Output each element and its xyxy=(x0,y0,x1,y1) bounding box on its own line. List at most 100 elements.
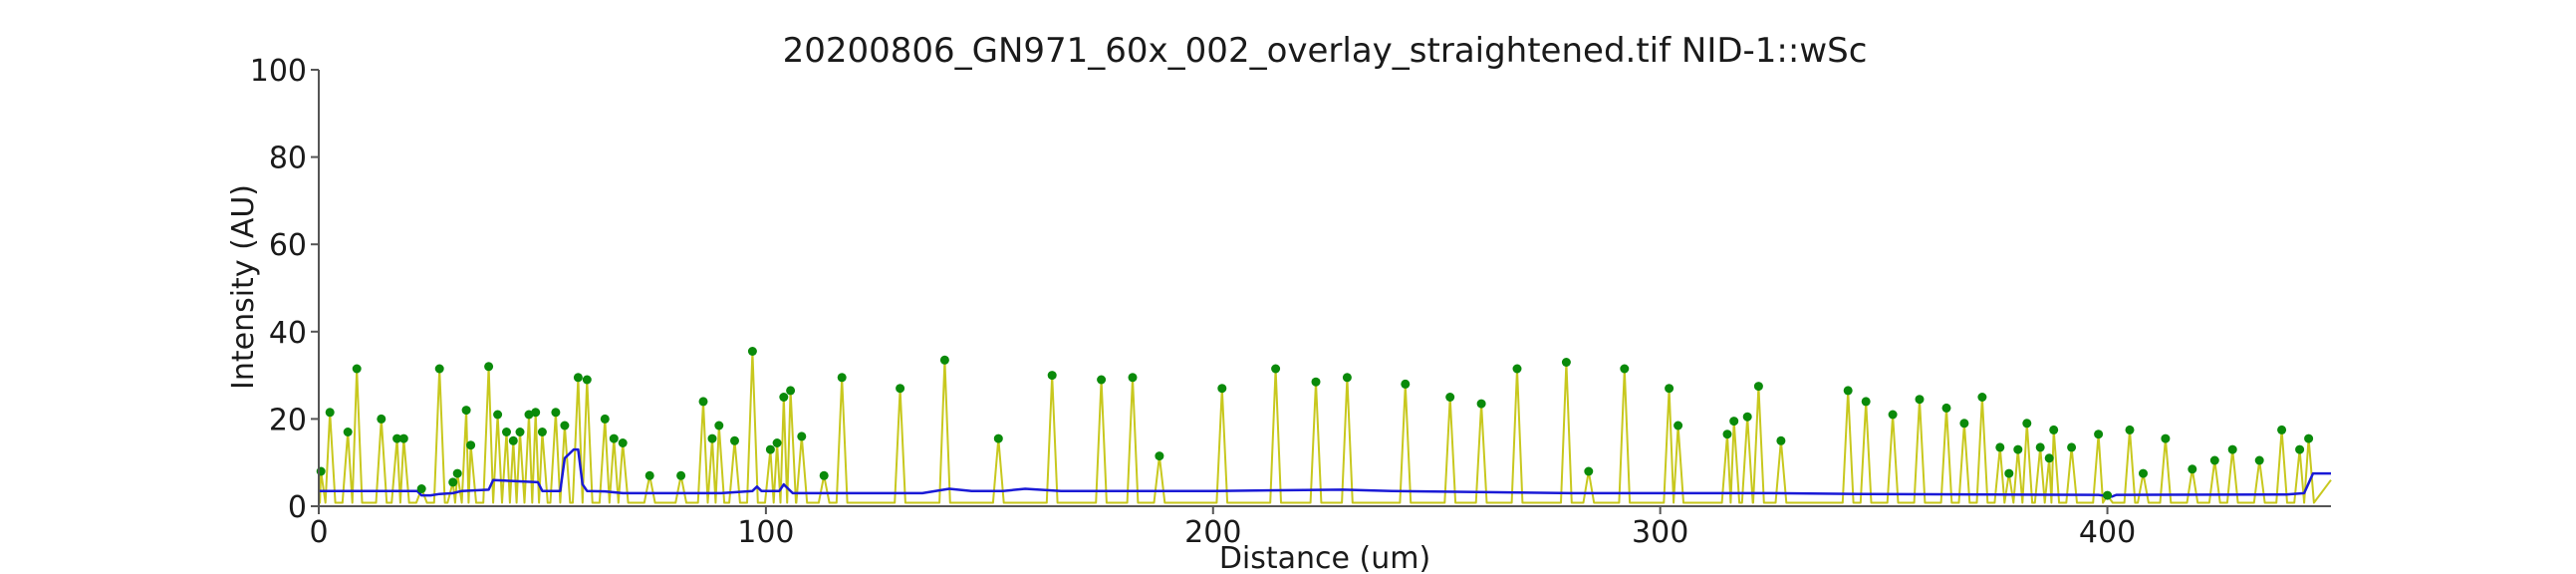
peak-point xyxy=(1401,379,1411,389)
peak-point xyxy=(765,444,775,454)
peak-point xyxy=(1561,358,1571,367)
peak-point xyxy=(582,375,592,385)
peak-point xyxy=(2139,468,2148,478)
peak-point xyxy=(2044,453,2054,463)
peak-point xyxy=(1776,435,1786,445)
peak-point xyxy=(707,433,717,443)
y-axis-ticks: 0 20 40 60 80 100 xyxy=(250,54,319,525)
peak-point xyxy=(939,355,949,365)
peak-point xyxy=(2188,464,2197,474)
peak-point xyxy=(698,397,708,407)
x-tick-label: 100 xyxy=(737,515,794,550)
peak-point xyxy=(1512,364,1522,374)
peak-point xyxy=(1271,364,1281,374)
peak-point xyxy=(1729,417,1739,427)
peak-point xyxy=(797,431,807,441)
peak-point xyxy=(502,428,511,436)
peak-point xyxy=(1097,375,1107,385)
peak-point xyxy=(644,470,654,480)
peak-point xyxy=(1311,377,1321,387)
peak-point xyxy=(484,362,494,372)
plot-area xyxy=(316,347,2332,504)
y-tick-label: 60 xyxy=(269,228,307,263)
peak-point xyxy=(448,477,458,487)
baseline-series-line xyxy=(319,447,2331,498)
peak-point xyxy=(1674,421,1683,430)
peak-point xyxy=(786,386,796,396)
peak-point xyxy=(398,433,408,443)
peak-point xyxy=(1476,399,1486,409)
peak-point xyxy=(819,470,829,480)
x-axis-label: Distance (um) xyxy=(1219,541,1430,574)
peak-point xyxy=(416,484,426,493)
peak-point xyxy=(531,408,541,418)
peak-point xyxy=(2209,455,2219,465)
peak-point xyxy=(730,435,739,445)
peak-point xyxy=(434,364,444,374)
peak-point xyxy=(2125,425,2135,434)
peak-point xyxy=(560,421,570,430)
peak-point xyxy=(508,435,518,445)
peak-point xyxy=(2277,425,2287,434)
peak-point xyxy=(1753,382,1763,392)
peak-point xyxy=(1584,466,1594,476)
peak-point xyxy=(600,414,610,424)
peak-point xyxy=(1941,403,1951,413)
peak-point xyxy=(747,347,757,356)
peak-point xyxy=(2022,419,2032,429)
peak-point xyxy=(772,438,782,447)
peak-point xyxy=(1342,373,1352,383)
peak-point xyxy=(1861,397,1871,407)
peak-point xyxy=(537,428,547,436)
peak-point xyxy=(325,408,335,418)
peak-point xyxy=(1665,384,1674,394)
peak-point xyxy=(1995,442,2005,452)
peak-point xyxy=(2254,455,2264,465)
peak-point xyxy=(392,433,402,443)
peak-point xyxy=(1888,410,1898,420)
peak-point xyxy=(2304,433,2314,443)
x-tick-label: 0 xyxy=(309,515,328,550)
peak-point xyxy=(1445,393,1455,402)
x-tick-label: 400 xyxy=(2079,515,2136,550)
y-tick-label: 0 xyxy=(288,490,307,525)
y-tick-label: 40 xyxy=(269,316,307,351)
peak-point xyxy=(1217,384,1227,394)
peak-point xyxy=(1915,395,1925,405)
peak-point xyxy=(714,421,724,430)
peak-point xyxy=(551,408,561,418)
peak-point xyxy=(452,468,462,478)
chart-title: 20200806_GN971_60x_002_overlay_straighte… xyxy=(783,31,1868,71)
peak-point xyxy=(1128,373,1138,383)
peak-point xyxy=(2295,444,2305,454)
peak-point xyxy=(1977,393,1987,402)
peak-point xyxy=(896,384,905,394)
peak-points xyxy=(316,347,2314,500)
x-axis-ticks: 0 100 200 300 400 xyxy=(309,506,2136,550)
peak-point xyxy=(2103,490,2113,500)
peak-point xyxy=(377,414,386,424)
y-tick-label: 20 xyxy=(269,403,307,437)
peak-point xyxy=(461,406,471,416)
peak-point xyxy=(1959,419,1969,429)
peak-point xyxy=(993,433,1003,443)
peak-point xyxy=(1155,451,1164,461)
peak-point xyxy=(1722,430,1732,439)
peak-point xyxy=(609,433,619,443)
peak-point xyxy=(2094,430,2104,439)
x-tick-label: 300 xyxy=(1632,515,1688,550)
peak-point xyxy=(779,393,789,402)
peak-point xyxy=(618,438,628,447)
peak-point xyxy=(466,440,476,450)
peak-point xyxy=(2227,444,2237,454)
y-tick-label: 80 xyxy=(269,142,307,176)
peak-point xyxy=(2035,442,2045,452)
x-tick-label: 200 xyxy=(1184,515,1241,550)
peak-point xyxy=(837,373,847,383)
peak-point xyxy=(2049,425,2059,434)
peak-point xyxy=(343,428,353,436)
peak-point xyxy=(573,373,583,383)
peak-point xyxy=(352,364,362,374)
signal-series-line xyxy=(318,350,2332,504)
